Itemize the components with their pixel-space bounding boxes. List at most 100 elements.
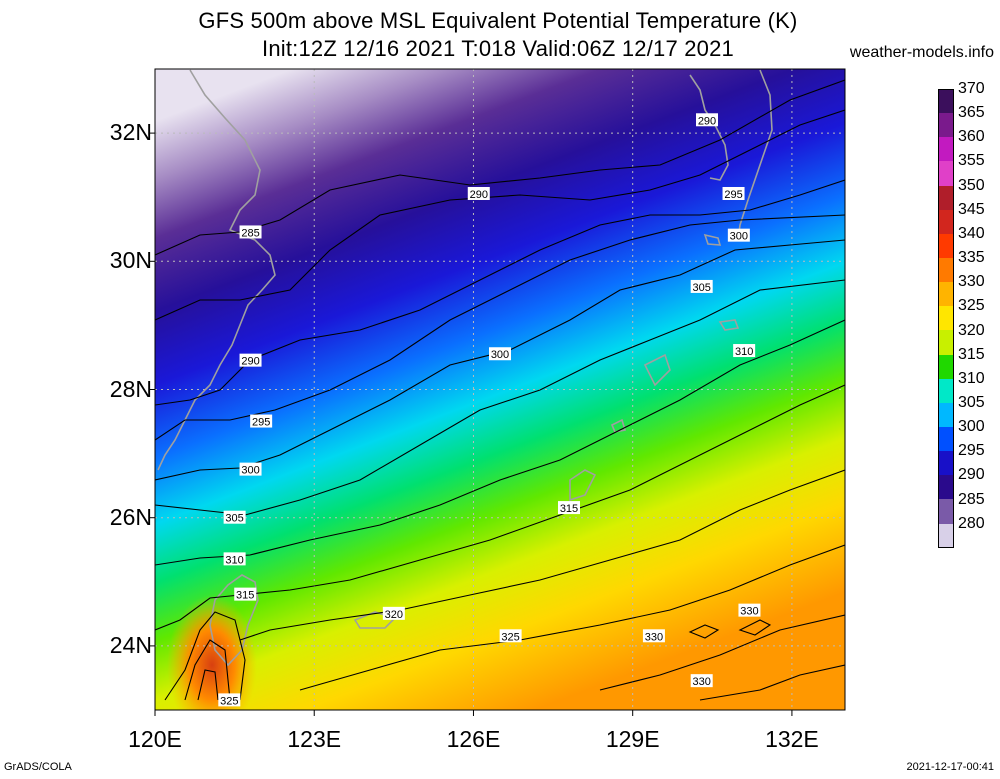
colorbar-swatch [938,402,954,427]
lat-label-30: 30N [109,247,152,274]
contour-labels: 290 290 285 295 300 305 290 300 310 295 300 315 305 3… [218,113,761,707]
colorbar-tick-330: 330 [958,273,985,291]
colorbar-tick-370: 370 [958,80,985,97]
contour-label-300: 300 [489,347,511,361]
contour-label-285: 285 [239,225,262,239]
lon-label-132: 132E [765,726,819,752]
contour-label-290: 290 [696,113,718,127]
colorbar-tick-295: 295 [958,442,985,460]
gridlines [155,69,845,710]
footer-software: GrADS/COLA [4,761,72,773]
colorbar-swatch [938,499,954,524]
colorbar-swatch [938,137,954,162]
contour-label-320: 320 [382,606,405,621]
svg-text:300: 300 [730,231,748,243]
svg-text:330: 330 [740,606,758,618]
svg-text:290: 290 [241,356,259,368]
svg-text:285: 285 [241,227,259,239]
contour-label-330: 330 [690,674,713,688]
plot-area: 290 290 285 295 300 305 290 300 310 295 300 315 305 3… [155,69,845,710]
contour-label-300: 300 [727,228,750,243]
colorbar-tick-315: 315 [958,345,985,363]
svg-text:320: 320 [385,609,403,621]
colorbar-swatch [938,475,954,500]
lon-label-129: 129E [605,726,660,752]
colorbar-swatch [938,161,954,186]
colorbar-tick-320: 320 [958,321,985,339]
colorbar-tick-340: 340 [958,224,985,242]
lon-label-120: 120E [128,726,182,752]
colorbar-swatch [938,257,954,283]
colorbar-tick-365: 365 [958,104,985,122]
svg-text:305: 305 [225,513,243,525]
colorbar-swatch [938,523,954,548]
svg-text:330: 330 [693,676,711,688]
coastlines [157,69,773,667]
colorbar-tick-290: 290 [958,466,985,484]
svg-text:310: 310 [225,554,243,566]
colorbar-swatch [938,378,954,403]
colorbar-tick-305: 305 [958,393,985,411]
svg-text:315: 315 [560,503,578,515]
colorbar-tick-285: 285 [958,490,985,508]
colorbar-swatch [938,89,954,114]
contour-label-305: 305 [690,279,713,294]
colorbar-tick-325: 325 [958,297,985,315]
colorbar-swatch [938,354,954,379]
colorbar-tick-345: 345 [958,200,985,218]
colorbar-tick-355: 355 [958,152,985,170]
svg-text:290: 290 [698,115,716,127]
svg-text:295: 295 [724,189,742,201]
contour-lines [155,79,845,701]
contour-label-315: 315 [234,587,257,602]
contour-label-295: 295 [250,414,273,429]
contour-label-325: 325 [218,693,241,707]
colorbar-swatch [938,233,954,258]
svg-text:325: 325 [501,631,519,643]
contour-label-305: 305 [223,510,246,525]
contour-label-310: 310 [223,552,246,566]
contour-label-330: 330 [738,603,761,618]
colorbar-swatch [938,426,954,452]
colorbar-swatch [938,209,954,234]
svg-text:325: 325 [220,695,238,707]
contour-label-290: 290 [239,353,262,368]
colorbar-tick-350: 350 [958,176,985,194]
svg-text:315: 315 [236,590,254,602]
map-title: GFS 500m above MSL Equivalent Potential … [198,8,798,33]
svg-text:290: 290 [470,189,488,201]
colorbar-swatch [938,282,954,307]
colorbar-tick-310: 310 [958,369,985,387]
svg-text:300: 300 [241,465,259,477]
svg-text:305: 305 [693,282,711,294]
lat-label-32: 32N [109,119,152,146]
colorbar-swatch [938,451,954,476]
credit-text: weather-models.info [849,44,994,61]
colorbar-tick-335: 335 [958,249,985,267]
lat-label-26: 26N [109,503,152,530]
lon-label-123: 123E [287,726,342,752]
axis-ticks [149,132,793,716]
colorbar-swatch [938,113,954,138]
colorbar-tick-300: 300 [958,418,985,436]
contour-label-295: 295 [722,186,745,201]
lon-label-126: 126E [446,726,501,752]
svg-text:295: 295 [252,417,270,429]
svg-text:300: 300 [491,349,509,361]
colorbar-swatch [938,306,954,331]
lat-label-24: 24N [109,631,152,658]
lat-label-28: 28N [109,375,152,402]
contour-label-315: 315 [558,501,580,515]
colorbar-swatch [938,185,954,210]
svg-text:330: 330 [645,631,663,643]
colorbar-swatch [938,330,954,355]
contour-label-290: 290 [467,186,490,201]
contour-label-330: 330 [642,629,665,643]
contour-label-325: 325 [499,629,522,643]
contour-label-300: 300 [239,462,262,477]
colorbar-tick-360: 360 [958,128,985,146]
colorbar [938,89,954,548]
contour-label-310: 310 [733,344,756,358]
colorbar-tick-280: 280 [958,514,985,532]
